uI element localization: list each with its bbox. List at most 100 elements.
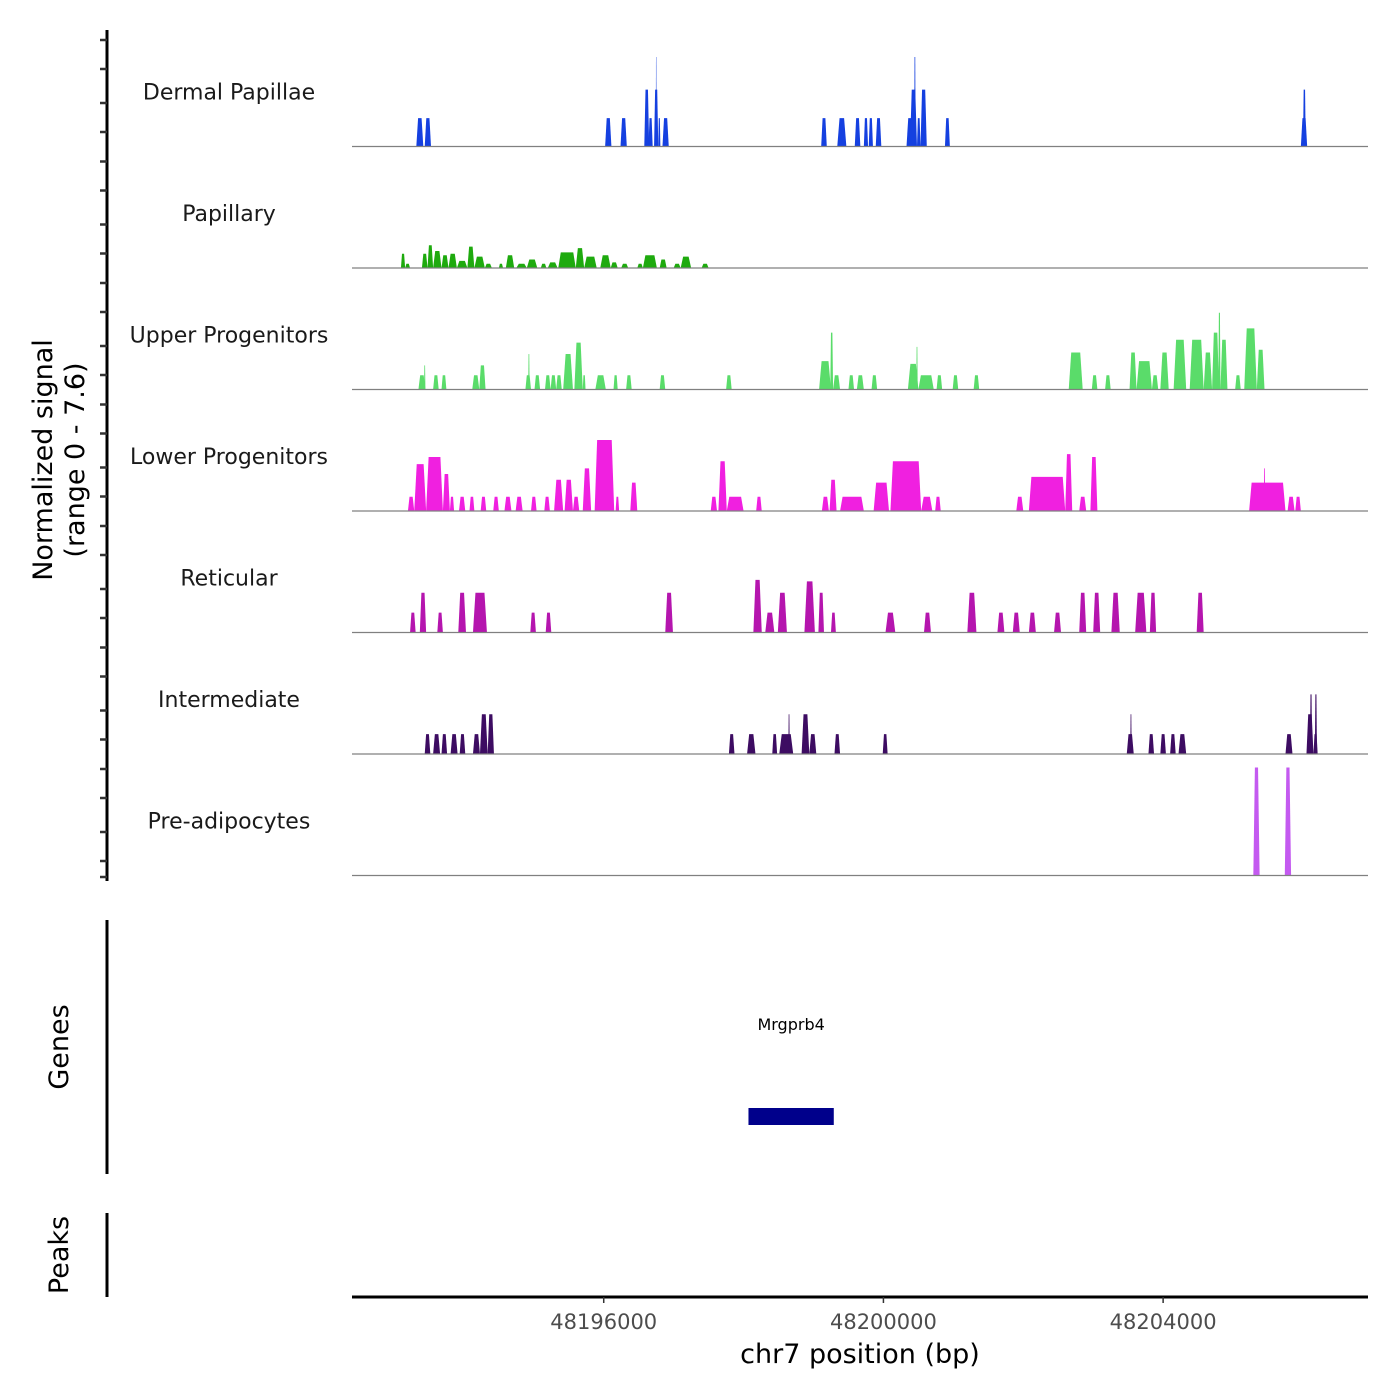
signal-bin: [472, 375, 480, 390]
signal-bin: [875, 118, 882, 147]
signal-bin: [1287, 496, 1295, 511]
signal-bin: [1306, 714, 1314, 754]
signal-bin: [564, 479, 573, 511]
signal-bin: [1129, 352, 1137, 390]
signal-bin: [659, 375, 666, 390]
signal-bin: [441, 375, 447, 390]
signal-bin: [1302, 89, 1306, 147]
gene-label: Mrgprb4: [757, 1015, 824, 1034]
signal-bin: [530, 612, 536, 633]
signal-bin: [756, 496, 762, 511]
signal-bin: [753, 579, 762, 633]
signal-bin: [421, 253, 428, 268]
signal-bin: [1126, 734, 1134, 754]
signal-bin: [642, 255, 657, 268]
x-axis-ticks: 48196000 48200000 48204000: [550, 1297, 1217, 1334]
signal-bin: [918, 375, 934, 390]
signal-axis-ticks: [100, 38, 107, 879]
track-upper-progenitors: Upper Progenitors: [130, 312, 1368, 391]
signal-bin: [821, 118, 827, 147]
x-tick-label: 48200000: [830, 1310, 937, 1334]
signal-bin: [534, 375, 541, 390]
signal-bin: [710, 496, 718, 511]
signal-bin: [747, 734, 756, 754]
signal-bin: [1220, 339, 1228, 390]
signal-bin: [575, 248, 585, 268]
signal-bin: [433, 375, 439, 390]
signal-bin: [1263, 468, 1266, 511]
signal-bin: [556, 375, 562, 390]
track-lower-progenitors: Lower Progenitors: [130, 439, 1368, 512]
signal-bin: [765, 612, 775, 633]
signal-bin: [448, 253, 457, 268]
signal-bin: [834, 734, 841, 754]
x-tick-label: 48196000: [550, 1310, 657, 1334]
signal-bin: [1285, 734, 1293, 754]
signal-bin: [890, 461, 922, 511]
signal-bin: [458, 496, 466, 511]
signal-bin: [1090, 457, 1098, 511]
signal-bin: [916, 118, 921, 147]
signal-tracks: Dermal Papillae Papillary Upper Progenitor…: [130, 56, 1368, 877]
signal-bin: [777, 592, 787, 633]
signal-bin: [848, 375, 855, 390]
signal-bin: [410, 612, 416, 633]
signal-bin: [459, 734, 466, 754]
signal-bin: [833, 375, 841, 390]
signal-bin: [1189, 339, 1204, 390]
signal-bin: [830, 332, 834, 390]
signal-bin: [935, 496, 941, 511]
signal-bin: [680, 256, 692, 268]
signal-bin: [544, 496, 550, 511]
signal-bin: [1235, 375, 1241, 390]
signal-bin: [516, 263, 527, 268]
signal-bin: [882, 734, 888, 754]
signal-bin: [909, 89, 917, 147]
signal-bin: [1130, 714, 1132, 754]
signal-bin: [574, 342, 583, 390]
signal-bin: [1178, 734, 1187, 754]
signal-bin: [1028, 612, 1036, 633]
signal-bin: [936, 375, 943, 390]
signal-bin: [544, 375, 551, 390]
signal-bin: [885, 612, 896, 633]
signal-bin: [582, 375, 586, 390]
signal-bin: [414, 464, 427, 511]
signal-bin: [659, 259, 667, 268]
signal-bin: [416, 118, 424, 147]
signal-bin: [595, 375, 606, 390]
track-label: Lower Progenitors: [130, 445, 328, 470]
track-reticular: Reticular: [180, 567, 1368, 634]
signal-bin: [1105, 375, 1111, 390]
track-dermal-papillae: Dermal Papillae: [143, 56, 1368, 148]
track-label: Intermediate: [158, 688, 300, 713]
signal-bin: [840, 496, 864, 511]
signal-bin: [1160, 734, 1166, 754]
signal-bin: [1079, 592, 1087, 633]
signal-bin: [441, 255, 449, 268]
peaks-panel-label: Peaks: [44, 1216, 75, 1294]
signal-bin: [1054, 612, 1062, 633]
signal-bin: [424, 365, 426, 390]
signal-bin: [1256, 349, 1265, 390]
y-axis-title: Normalized signal (range 0 - 7.6): [28, 339, 91, 581]
signal-bin: [405, 263, 411, 268]
signal-bin: [540, 263, 547, 268]
signal-bin: [1218, 312, 1221, 390]
signal-bin: [662, 118, 669, 147]
signal-bin: [424, 118, 432, 147]
signal-bin: [1203, 352, 1213, 390]
signal-bin: [1091, 375, 1098, 390]
signal-bin: [582, 468, 592, 511]
signal-bin: [472, 592, 487, 633]
signal-bin: [626, 375, 632, 390]
signal-bin: [1148, 734, 1155, 754]
signal-bin: [498, 263, 504, 268]
signal-bin: [427, 245, 434, 268]
signal-bin: [1149, 592, 1157, 633]
signal-bin: [449, 496, 455, 511]
track-pre-adipocytes: Pre-adipocytes: [148, 767, 1368, 877]
gene-body: [748, 1108, 834, 1125]
signal-bin: [441, 734, 448, 754]
